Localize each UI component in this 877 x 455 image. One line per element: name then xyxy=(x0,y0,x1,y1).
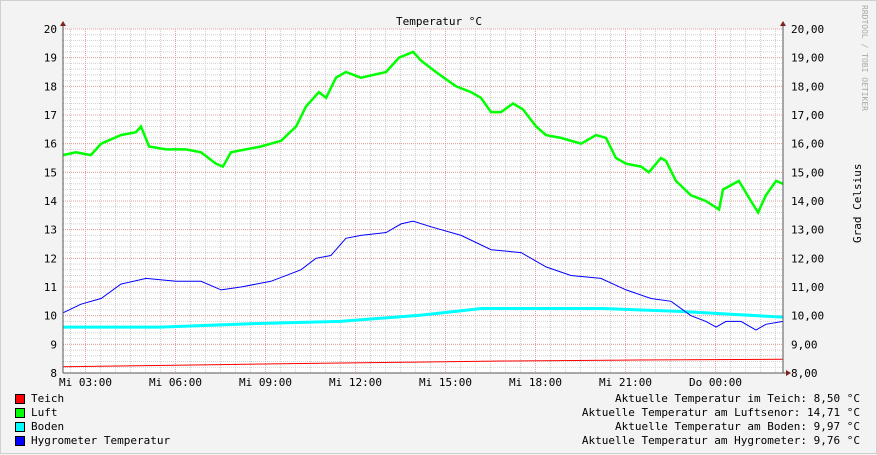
legend-swatch xyxy=(15,408,25,418)
y-tick-label-right: 18,00 xyxy=(791,80,824,93)
y-tick-label-right: 8,00 xyxy=(791,367,818,380)
y-axis-label: Grad Celsius xyxy=(851,163,864,243)
current-value: Aktuelle Temperatur am Hygrometer: 9,76 … xyxy=(581,434,860,447)
x-tick-label: Mi 21:00 xyxy=(599,376,652,389)
x-tick-label: Mi 06:00 xyxy=(149,376,202,389)
x-tick-label: Mi 15:00 xyxy=(419,376,472,389)
watermark: RRDTOOL / TOBI OETIKER xyxy=(860,5,869,111)
y-tick-label-right: 19,00 xyxy=(791,52,824,65)
arrow-right-icon xyxy=(786,370,791,376)
legend-label: Luft xyxy=(31,406,58,419)
y-tick-label-left: 14 xyxy=(44,195,58,208)
x-tick-label: Do 00:00 xyxy=(689,376,742,389)
y-tick-label-right: 12,00 xyxy=(791,252,824,265)
y-tick-label-left: 15 xyxy=(44,166,57,179)
legend-swatch xyxy=(15,436,25,446)
x-tick-label: Mi 12:00 xyxy=(329,376,382,389)
y-tick-label-left: 12 xyxy=(44,252,57,265)
series-lines xyxy=(62,50,784,368)
x-tick-label: Mi 09:00 xyxy=(239,376,292,389)
y-tick-label-left: 20 xyxy=(44,23,57,36)
y-tick-label-right: 20,00 xyxy=(791,23,824,36)
tick-labels: Mi 03:00 Mi 06:00 Mi 09:00 Mi 12:00 Mi 15:00… xyxy=(44,23,824,389)
y-tick-label-right: 13,00 xyxy=(791,224,824,237)
y-tick-label-left: 9 xyxy=(50,338,57,351)
arrow-up-icon xyxy=(60,21,66,26)
y-tick-label-right: 15,00 xyxy=(791,166,824,179)
x-tick-label: Mi 18:00 xyxy=(509,376,562,389)
legend-item: Luft xyxy=(15,406,58,420)
legend-item: Hygrometer Temperatur xyxy=(15,434,170,448)
y-tick-label-left: 17 xyxy=(44,109,57,122)
legend-swatch xyxy=(15,422,25,432)
y-tick-label-right: 10,00 xyxy=(791,310,824,323)
legend-swatch xyxy=(15,394,25,404)
legend-item: Boden xyxy=(15,420,64,434)
y-tick-label-left: 18 xyxy=(44,80,57,93)
legend-label: Boden xyxy=(31,420,65,433)
y-tick-label-right: 16,00 xyxy=(791,138,824,151)
y-tick-label-left: 16 xyxy=(44,138,57,151)
y-tick-label-right: 17,00 xyxy=(791,109,824,122)
y-tick-label-right: 11,00 xyxy=(791,281,824,294)
grid xyxy=(63,28,783,374)
legend-label: Teich xyxy=(31,392,65,405)
x-tick-label: Mi 03:00 xyxy=(59,376,112,389)
arrow-up-icon xyxy=(780,21,786,26)
y-tick-label-left: 13 xyxy=(44,224,57,237)
series-line-teich xyxy=(62,358,784,368)
current-value: Aktuelle Temperatur am Luftsenor: 14,71 … xyxy=(581,406,860,419)
y-tick-label-left: 8 xyxy=(50,367,57,380)
y-tick-label-left: 11 xyxy=(44,281,57,294)
y-tick-label-left: 19 xyxy=(44,52,57,65)
chart-title: Temperatur °C xyxy=(396,15,482,28)
y-tick-label-left: 10 xyxy=(44,310,57,323)
series-line-luft xyxy=(62,50,784,216)
legend-label: Hygrometer Temperatur xyxy=(31,434,171,447)
current-value: Aktuelle Temperatur am Boden: 9,97 °C xyxy=(614,420,860,433)
y-tick-label-right: 14,00 xyxy=(791,195,824,208)
current-value: Aktuelle Temperatur im Teich: 8,50 °C xyxy=(614,392,860,405)
series-line-boden xyxy=(63,307,784,329)
series-line-hygrometer-temperatur xyxy=(62,220,784,331)
axes xyxy=(60,21,791,376)
y-tick-label-right: 9,00 xyxy=(791,338,818,351)
legend-item: Teich xyxy=(15,392,64,406)
